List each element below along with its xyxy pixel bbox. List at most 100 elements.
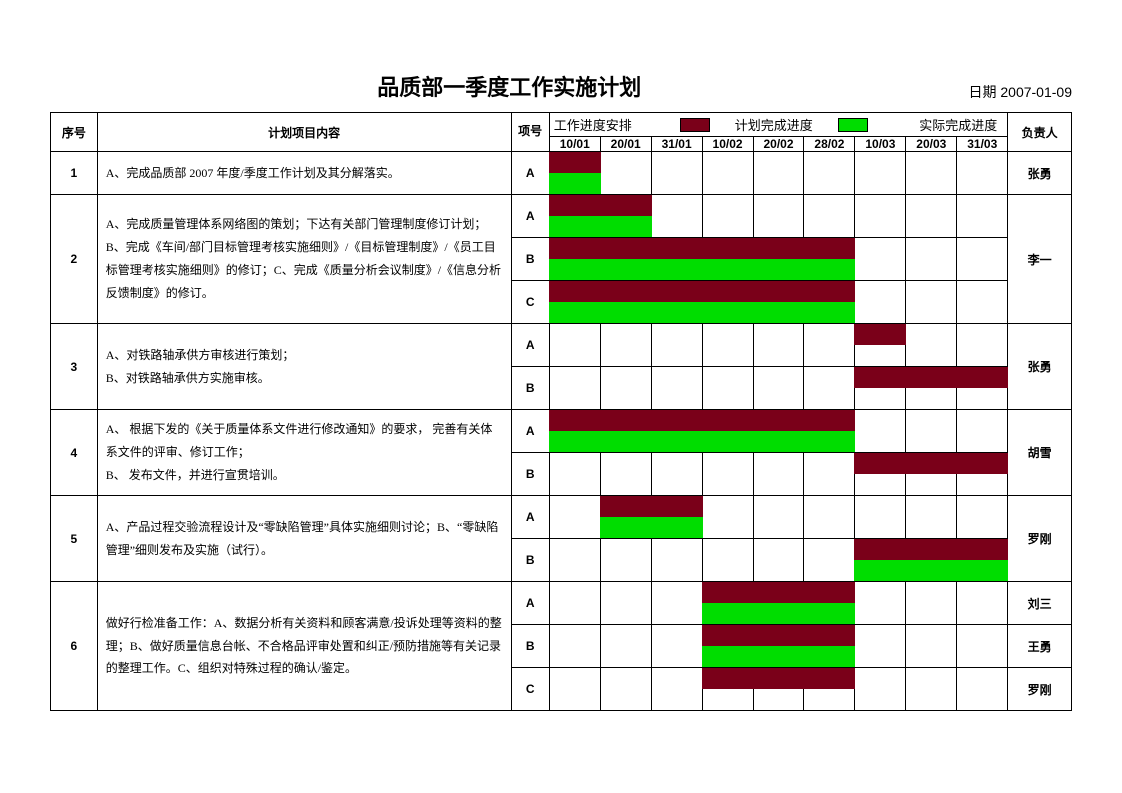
gantt-cell xyxy=(804,152,855,195)
seq-cell: 3 xyxy=(51,324,98,410)
gantt-cell xyxy=(651,152,702,195)
gantt-cell xyxy=(957,410,1008,453)
gantt-cell xyxy=(804,281,855,324)
gantt-cell xyxy=(702,324,753,367)
gantt-cell xyxy=(957,367,1008,410)
owner-cell: 王勇 xyxy=(1008,625,1072,668)
gantt-cell xyxy=(753,195,804,238)
gantt-cell xyxy=(600,324,651,367)
gantt-cell xyxy=(906,453,957,496)
gantt-cell xyxy=(549,152,600,195)
seq-cell: 2 xyxy=(51,195,98,324)
page-title: 品质部一季度工作实施计划 xyxy=(50,70,968,102)
seq-cell: 6 xyxy=(51,582,98,711)
gantt-cell xyxy=(855,281,906,324)
gantt-cell xyxy=(651,496,702,539)
col-header-owner: 负责人 xyxy=(1008,113,1072,152)
legend-planned: 计划完成进度 xyxy=(712,115,836,134)
desc-cell: 做好行检准备工作：A、数据分析有关资料和顾客满意/投诉处理等资料的整理；B、做好… xyxy=(97,582,511,711)
gantt-cell xyxy=(855,238,906,281)
gantt-cell xyxy=(549,625,600,668)
gantt-cell xyxy=(651,453,702,496)
gantt-cell xyxy=(957,539,1008,582)
gantt-cell xyxy=(600,625,651,668)
gantt-cell xyxy=(855,453,906,496)
date-label: 日期 2007-01-09 xyxy=(968,82,1072,102)
gantt-cell xyxy=(957,582,1008,625)
gantt-cell xyxy=(549,367,600,410)
gantt-cell xyxy=(549,539,600,582)
gantt-cell xyxy=(753,324,804,367)
owner-cell: 胡雪 xyxy=(1008,410,1072,496)
gantt-cell xyxy=(651,410,702,453)
gantt-cell xyxy=(906,410,957,453)
gantt-cell xyxy=(804,668,855,711)
gantt-cell xyxy=(906,152,957,195)
sub-id-cell: B xyxy=(511,367,549,410)
gantt-table: 序号 计划项目内容 项号 工作进度安排 计划完成进度 实际完成进度 负责人 10… xyxy=(50,112,1072,711)
gantt-cell xyxy=(906,496,957,539)
gantt-cell xyxy=(804,453,855,496)
gantt-cell xyxy=(753,453,804,496)
gantt-cell xyxy=(549,668,600,711)
col-header-sub: 项号 xyxy=(511,113,549,152)
sub-id-cell: A xyxy=(511,582,549,625)
gantt-cell xyxy=(702,238,753,281)
sub-id-cell: B xyxy=(511,453,549,496)
sub-id-cell: A xyxy=(511,496,549,539)
sub-id-cell: B xyxy=(511,238,549,281)
desc-cell: A、对铁路轴承供方审核进行策划； B、对铁路轴承供方实施审核。 xyxy=(97,324,511,410)
gantt-cell xyxy=(804,625,855,668)
gantt-cell xyxy=(753,539,804,582)
gantt-cell xyxy=(957,324,1008,367)
desc-cell: A、完成质量管理体系网络图的策划；下达有关部门管理制度修订计划；B、完成《车间/… xyxy=(97,195,511,324)
gantt-cell xyxy=(651,625,702,668)
owner-cell: 张勇 xyxy=(1008,324,1072,410)
owner-cell: 刘三 xyxy=(1008,582,1072,625)
gantt-cell xyxy=(855,152,906,195)
col-header-date: 10/03 xyxy=(855,137,906,152)
gantt-cell xyxy=(753,496,804,539)
sub-id-cell: A xyxy=(511,410,549,453)
col-header-date: 10/02 xyxy=(702,137,753,152)
sub-id-cell: B xyxy=(511,539,549,582)
gantt-cell xyxy=(804,496,855,539)
col-header-date: 20/02 xyxy=(753,137,804,152)
desc-cell: A、产品过程交验流程设计及“零缺陷管理”具体实施细则讨论；B、“零缺陷管理”细则… xyxy=(97,496,511,582)
gantt-cell xyxy=(855,195,906,238)
gantt-cell xyxy=(702,410,753,453)
sub-id-cell: A xyxy=(511,324,549,367)
gantt-cell xyxy=(804,324,855,367)
seq-cell: 1 xyxy=(51,152,98,195)
gantt-cell xyxy=(957,625,1008,668)
seq-cell: 4 xyxy=(51,410,98,496)
owner-cell: 李一 xyxy=(1008,195,1072,324)
legend-actual-swatch xyxy=(838,118,868,132)
gantt-cell xyxy=(906,195,957,238)
desc-cell: A、 根据下发的《关于质量体系文件进行修改通知》的要求， 完善有关体系文件的评审… xyxy=(97,410,511,496)
gantt-cell xyxy=(753,281,804,324)
gantt-cell xyxy=(549,496,600,539)
gantt-cell xyxy=(855,410,906,453)
gantt-cell xyxy=(957,238,1008,281)
gantt-cell xyxy=(804,539,855,582)
gantt-cell xyxy=(906,324,957,367)
gantt-cell xyxy=(651,324,702,367)
gantt-cell xyxy=(753,625,804,668)
gantt-cell xyxy=(804,410,855,453)
gantt-cell xyxy=(753,367,804,410)
gantt-cell xyxy=(549,582,600,625)
gantt-cell xyxy=(600,496,651,539)
gantt-cell xyxy=(600,152,651,195)
sub-id-cell: A xyxy=(511,195,549,238)
gantt-cell xyxy=(804,367,855,410)
gantt-cell xyxy=(702,539,753,582)
gantt-cell xyxy=(753,152,804,195)
gantt-cell xyxy=(906,238,957,281)
col-header-date: 28/02 xyxy=(804,137,855,152)
gantt-cell xyxy=(906,668,957,711)
legend-planned-swatch xyxy=(680,118,710,132)
desc-cell: A、完成品质部 2007 年度/季度工作计划及其分解落实。 xyxy=(97,152,511,195)
gantt-cell xyxy=(651,195,702,238)
owner-cell: 罗刚 xyxy=(1008,496,1072,582)
